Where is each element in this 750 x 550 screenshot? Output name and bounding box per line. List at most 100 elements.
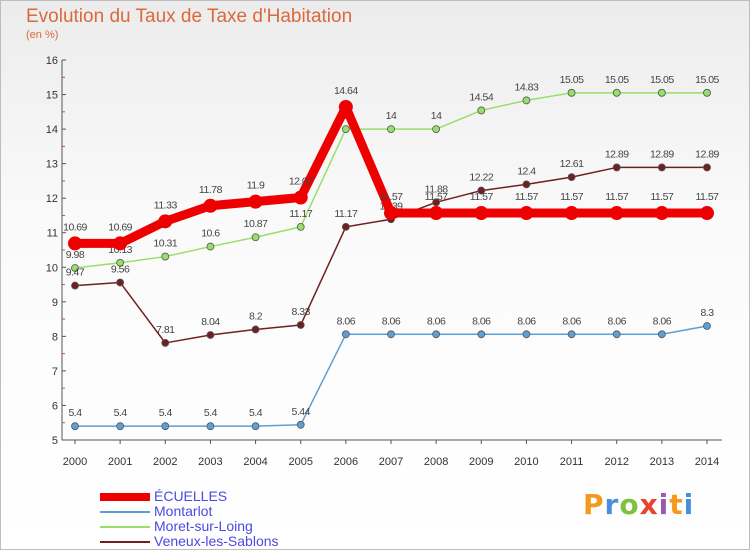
y-tick-label: 15 <box>46 90 58 102</box>
legend-swatch <box>100 526 150 528</box>
data-point <box>68 236 82 251</box>
data-label: 12.89 <box>695 148 719 160</box>
data-label: 8.06 <box>653 315 672 327</box>
data-label: 8.33 <box>291 306 310 318</box>
data-point <box>203 198 218 213</box>
data-point <box>477 330 486 339</box>
data-point <box>158 214 173 229</box>
data-point <box>703 163 711 172</box>
x-tick-label: 2007 <box>379 456 403 468</box>
data-point <box>474 206 489 221</box>
data-label: 5.4 <box>114 407 128 419</box>
data-label: 5.4 <box>204 407 218 419</box>
data-label: 14.64 <box>334 85 358 97</box>
data-point <box>206 422 215 431</box>
x-tick-label: 2006 <box>334 456 358 468</box>
data-point <box>432 125 441 133</box>
y-tick-label: 13 <box>46 159 58 171</box>
data-label: 9.47 <box>66 267 85 279</box>
series-moret-sur-loing: 9.9810.1310.3110.610.8711.1714141414.541… <box>66 74 720 272</box>
data-label: 8.06 <box>382 315 401 327</box>
data-label: 8.3 <box>700 307 714 319</box>
data-label: 12.4 <box>517 165 536 177</box>
data-point <box>612 163 621 172</box>
data-point <box>116 422 125 431</box>
legend-swatch <box>100 511 150 513</box>
data-point <box>251 422 260 431</box>
series-layer: 5.4 5.4 5.4 5.4 5.4 5.44 8.06 8.06 8.06 8.06 8.06 8… <box>63 74 720 431</box>
data-point <box>564 206 579 221</box>
chart-subtitle: (en %) <box>26 29 59 41</box>
x-tick-label: 2002 <box>153 456 177 468</box>
y-tick-label: 6 <box>52 400 58 412</box>
series-montarlot: 5.4 5.4 5.4 5.4 5.4 5.44 8.06 8.06 8.06 8.06 8.06 8… <box>68 307 715 431</box>
data-label: 15.05 <box>650 74 674 86</box>
data-point <box>477 186 486 195</box>
chart-title: Evolution du Taux de Taxe d'Habitation <box>26 6 353 27</box>
data-label: 10.87 <box>244 218 268 230</box>
data-label: 15.05 <box>605 74 629 86</box>
data-point <box>251 233 260 242</box>
data-point <box>116 278 125 287</box>
data-point <box>248 194 263 209</box>
data-point <box>161 252 170 261</box>
data-label: 11.17 <box>334 208 358 220</box>
x-tick-label: 2004 <box>243 456 267 468</box>
data-label: 11.78 <box>199 184 223 196</box>
data-point <box>522 330 531 339</box>
data-label: 11.33 <box>154 199 178 211</box>
data-point <box>293 190 308 205</box>
x-tick-label: 2013 <box>650 456 674 468</box>
x-tick-label: 2000 <box>63 456 87 468</box>
data-point <box>161 422 170 431</box>
data-point <box>71 281 79 290</box>
data-point <box>341 125 350 133</box>
y-tick-label: 5 <box>52 435 58 447</box>
legend-label: Moret-sur-Loing <box>154 518 253 534</box>
data-label: 14.54 <box>469 91 493 103</box>
y-tick-label: 14 <box>46 124 58 136</box>
logo-letter: o <box>619 488 640 521</box>
legend-label: Montarlot <box>154 503 213 519</box>
data-point <box>71 264 79 272</box>
data-label: 10.6 <box>201 228 220 240</box>
data-point <box>341 222 350 231</box>
data-label: 11.57 <box>560 191 584 203</box>
data-label: 10.69 <box>108 221 132 233</box>
data-label: 5.4 <box>68 407 82 419</box>
data-label: 11.17 <box>289 208 313 220</box>
data-label: 11.57 <box>605 191 629 203</box>
x-tick-label: 2008 <box>424 456 448 468</box>
proxiti-logo: Proxiti <box>583 488 694 521</box>
data-label: 8.06 <box>427 315 446 327</box>
data-point <box>700 206 714 221</box>
data-point <box>338 99 353 114</box>
data-label: 14 <box>386 110 397 122</box>
data-point <box>432 330 441 339</box>
data-point <box>161 339 170 347</box>
data-label: 11.9 <box>247 180 265 192</box>
data-label: 12.22 <box>469 172 493 184</box>
data-label: 11.88 <box>425 183 449 195</box>
data-point <box>567 173 576 182</box>
y-tick-label: 12 <box>46 193 58 205</box>
data-label: 8.2 <box>249 310 263 322</box>
logo-letter: P <box>583 488 605 521</box>
data-point <box>612 88 621 97</box>
legend-swatch <box>100 541 150 543</box>
data-label: 10.69 <box>63 221 87 233</box>
data-point <box>116 258 125 267</box>
data-label: 15.05 <box>560 74 584 86</box>
data-point <box>654 206 669 221</box>
y-tick-label: 7 <box>52 366 58 378</box>
x-tick-label: 2005 <box>288 456 312 468</box>
data-label: 11.57 <box>650 191 674 203</box>
data-label: 5.4 <box>249 407 263 419</box>
data-label: 12.89 <box>650 148 674 160</box>
data-point <box>703 322 711 330</box>
x-tick-label: 2011 <box>560 456 584 468</box>
data-point <box>387 330 395 339</box>
data-point <box>522 180 531 189</box>
